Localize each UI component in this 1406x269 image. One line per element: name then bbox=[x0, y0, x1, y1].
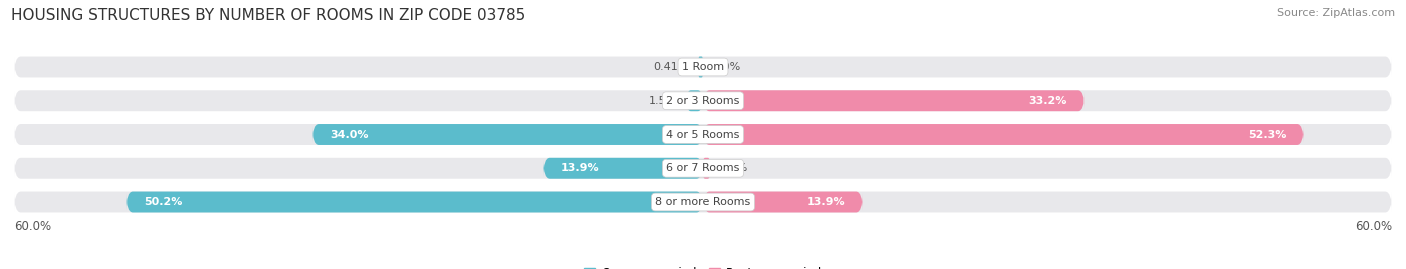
Text: 2 or 3 Rooms: 2 or 3 Rooms bbox=[666, 96, 740, 106]
FancyBboxPatch shape bbox=[699, 56, 703, 77]
FancyBboxPatch shape bbox=[703, 124, 1303, 145]
FancyBboxPatch shape bbox=[14, 124, 1392, 145]
Text: 0.0%: 0.0% bbox=[713, 62, 741, 72]
FancyBboxPatch shape bbox=[14, 158, 1392, 179]
FancyBboxPatch shape bbox=[703, 192, 863, 213]
Text: Source: ZipAtlas.com: Source: ZipAtlas.com bbox=[1277, 8, 1395, 18]
FancyBboxPatch shape bbox=[703, 90, 1084, 111]
Text: 33.2%: 33.2% bbox=[1029, 96, 1067, 106]
Text: 4 or 5 Rooms: 4 or 5 Rooms bbox=[666, 129, 740, 140]
Text: 0.6%: 0.6% bbox=[718, 163, 748, 173]
FancyBboxPatch shape bbox=[686, 90, 703, 111]
FancyBboxPatch shape bbox=[127, 192, 703, 213]
Text: 0.41%: 0.41% bbox=[654, 62, 689, 72]
FancyBboxPatch shape bbox=[14, 192, 1392, 213]
Text: 13.9%: 13.9% bbox=[807, 197, 845, 207]
Text: 34.0%: 34.0% bbox=[330, 129, 368, 140]
Legend: Owner-occupied, Renter-occupied: Owner-occupied, Renter-occupied bbox=[583, 267, 823, 269]
Text: 1 Room: 1 Room bbox=[682, 62, 724, 72]
Text: 60.0%: 60.0% bbox=[14, 220, 51, 233]
FancyBboxPatch shape bbox=[14, 90, 1392, 111]
Text: 6 or 7 Rooms: 6 or 7 Rooms bbox=[666, 163, 740, 173]
Text: 60.0%: 60.0% bbox=[1355, 220, 1392, 233]
Text: 50.2%: 50.2% bbox=[143, 197, 183, 207]
Text: 1.5%: 1.5% bbox=[648, 96, 676, 106]
Text: 13.9%: 13.9% bbox=[561, 163, 599, 173]
FancyBboxPatch shape bbox=[543, 158, 703, 179]
FancyBboxPatch shape bbox=[14, 56, 1392, 77]
FancyBboxPatch shape bbox=[312, 124, 703, 145]
Text: HOUSING STRUCTURES BY NUMBER OF ROOMS IN ZIP CODE 03785: HOUSING STRUCTURES BY NUMBER OF ROOMS IN… bbox=[11, 8, 526, 23]
Text: 52.3%: 52.3% bbox=[1249, 129, 1286, 140]
Text: 8 or more Rooms: 8 or more Rooms bbox=[655, 197, 751, 207]
FancyBboxPatch shape bbox=[703, 158, 710, 179]
